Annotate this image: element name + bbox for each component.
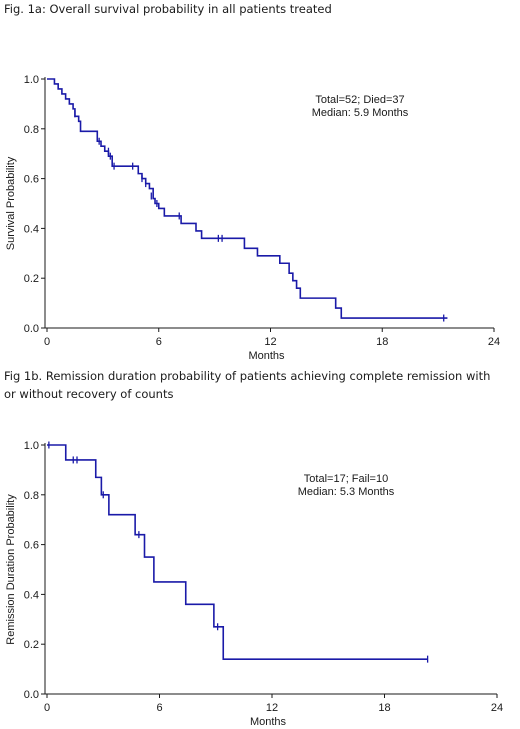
chart-1b-x-tick-label: 0 — [44, 702, 50, 714]
chart-1a-y-tick-label: 0.8 — [24, 124, 39, 136]
chart-1a-y-tick-label: 0.4 — [24, 223, 39, 235]
chart-1b-annotation: Total=17; Fail=10 — [304, 473, 388, 485]
chart-1b-y-tick-label: 0.2 — [24, 639, 39, 651]
chart-1a-x-tick-label: 12 — [264, 336, 276, 348]
chart-1a-x-tick-label: 24 — [488, 336, 500, 348]
chart-1b-y-axis-title: Remission Duration Probability — [5, 494, 17, 645]
figure-1a-caption: Fig. 1a: Overall survival probability in… — [4, 2, 332, 16]
chart-1b-y-tick-label: 0.0 — [24, 689, 39, 701]
chart-1a-y-tick-label: 1.0 — [24, 74, 39, 86]
chart-1a: 0.0 0.2 0.4 0.6 0.8 1.0 0 6 12 18 24 Months Survival… — [5, 74, 500, 362]
chart-1a-x-axis-title: Months — [248, 350, 285, 362]
chart-1b-y-tick-label: 1.0 — [24, 440, 39, 452]
chart-1b-x-axis-title: Months — [250, 716, 287, 728]
chart-1a-x-tick-label: 0 — [44, 336, 50, 348]
chart-1b-annotation: Median: 5.3 Months — [298, 486, 395, 498]
chart-1a-annotation: Median: 5.9 Months — [312, 107, 409, 119]
chart-1b-x-tick-label: 24 — [491, 702, 503, 714]
chart-1a-x-tick-label: 6 — [156, 336, 162, 348]
chart-1a-x-tick-label: 18 — [376, 336, 388, 348]
chart-1a-y-axis-title: Survival Probability — [5, 156, 17, 250]
chart-1a-survival-curve — [47, 78, 448, 319]
chart-1a-y-tick-label: 0.6 — [24, 174, 39, 186]
chart-1a-annotation: Total=52; Died=37 — [315, 94, 404, 106]
chart-1a-y-tick-label: 0.0 — [24, 323, 39, 335]
figure-1b-caption: Fig 1b. Remission duration probability o… — [4, 369, 491, 401]
chart-1b-survival-curve — [47, 444, 428, 660]
chart-1b-y-tick-label: 0.4 — [24, 589, 39, 601]
chart-1b-x-tick-label: 6 — [156, 702, 162, 714]
chart-1b-x-tick-label: 18 — [378, 702, 390, 714]
chart-1a-y-tick-label: 0.2 — [24, 273, 39, 285]
chart-1b-y-tick-label: 0.8 — [24, 490, 39, 502]
chart-1b-x-tick-label: 12 — [266, 702, 278, 714]
chart-1b-y-tick-label: 0.6 — [24, 540, 39, 552]
